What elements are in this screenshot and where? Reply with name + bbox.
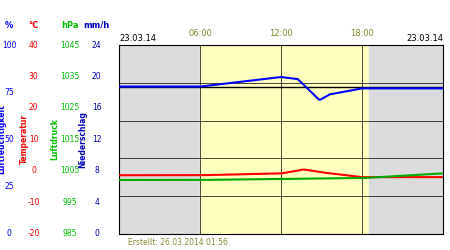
Text: 8: 8 [94,166,99,175]
Text: 985: 985 [63,229,77,238]
Text: 40: 40 [29,40,39,50]
Text: 1025: 1025 [60,104,79,112]
Text: hPa: hPa [61,20,78,30]
Text: 0: 0 [7,229,11,238]
Text: -20: -20 [27,229,40,238]
Text: 1015: 1015 [60,135,79,144]
Bar [200,45,369,234]
Text: 23.03.14: 23.03.14 [406,34,443,43]
Text: Luftdruck: Luftdruck [50,118,59,160]
Text: 1035: 1035 [60,72,80,81]
Text: 0: 0 [94,229,99,238]
Text: 12: 12 [92,135,102,144]
Text: 16: 16 [92,104,102,112]
Text: 06:00: 06:00 [188,29,212,38]
Text: 1005: 1005 [60,166,80,175]
Text: 4: 4 [94,198,99,207]
Text: 0: 0 [32,166,36,175]
Text: 24: 24 [92,40,102,50]
Bar [119,45,200,234]
Text: Erstellt: 26.03.2014 01:56: Erstellt: 26.03.2014 01:56 [128,238,228,247]
Text: Niederschlag: Niederschlag [79,111,88,168]
Text: 1045: 1045 [60,40,80,50]
Text: 12:00: 12:00 [270,29,293,38]
Text: 18:00: 18:00 [350,29,374,38]
Text: 995: 995 [63,198,77,207]
Text: Luftfeuchtigkeit: Luftfeuchtigkeit [0,104,6,174]
Text: 75: 75 [4,88,14,97]
Text: 100: 100 [2,40,16,50]
Text: mm/h: mm/h [84,20,110,30]
Text: 10: 10 [29,135,39,144]
Text: 25: 25 [4,182,14,191]
Text: 50: 50 [4,135,14,144]
Text: Temperatur: Temperatur [20,114,29,164]
Text: 20: 20 [29,104,39,112]
Text: °C: °C [28,20,39,30]
Text: 30: 30 [29,72,39,81]
Text: %: % [5,20,13,30]
Text: 20: 20 [92,72,102,81]
Text: 23.03.14: 23.03.14 [119,34,156,43]
Text: -10: -10 [27,198,40,207]
Bar [369,45,443,234]
